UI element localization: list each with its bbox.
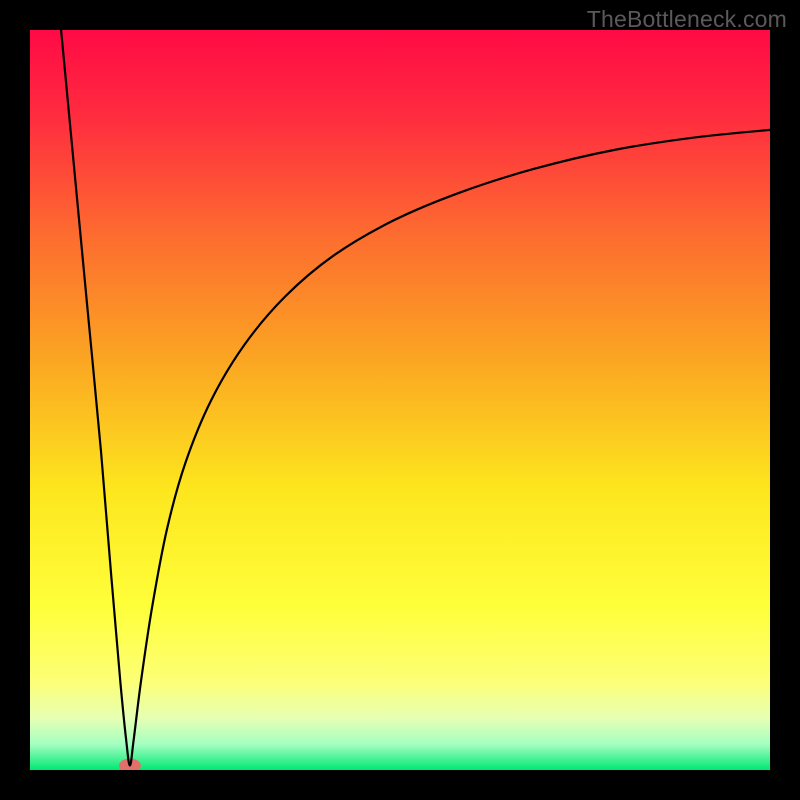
watermark-label: TheBottleneck.com xyxy=(587,6,787,33)
bottleneck-curve xyxy=(61,30,770,766)
curve-layer xyxy=(30,30,770,770)
plot-area xyxy=(30,30,770,770)
chart-frame: TheBottleneck.com xyxy=(0,0,800,800)
